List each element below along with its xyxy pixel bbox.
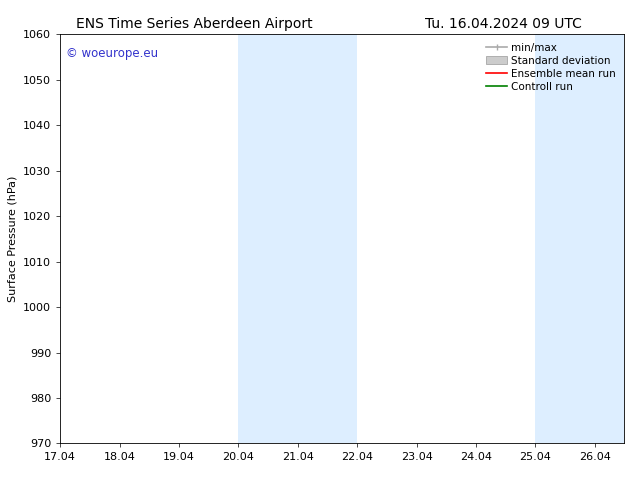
Text: Tu. 16.04.2024 09 UTC: Tu. 16.04.2024 09 UTC — [425, 17, 581, 31]
Y-axis label: Surface Pressure (hPa): Surface Pressure (hPa) — [8, 176, 18, 302]
Bar — [535, 34, 624, 443]
Legend: min/max, Standard deviation, Ensemble mean run, Controll run: min/max, Standard deviation, Ensemble me… — [483, 40, 619, 95]
Text: © woeurope.eu: © woeurope.eu — [66, 47, 158, 60]
Bar — [238, 34, 357, 443]
Text: ENS Time Series Aberdeen Airport: ENS Time Series Aberdeen Airport — [76, 17, 313, 31]
